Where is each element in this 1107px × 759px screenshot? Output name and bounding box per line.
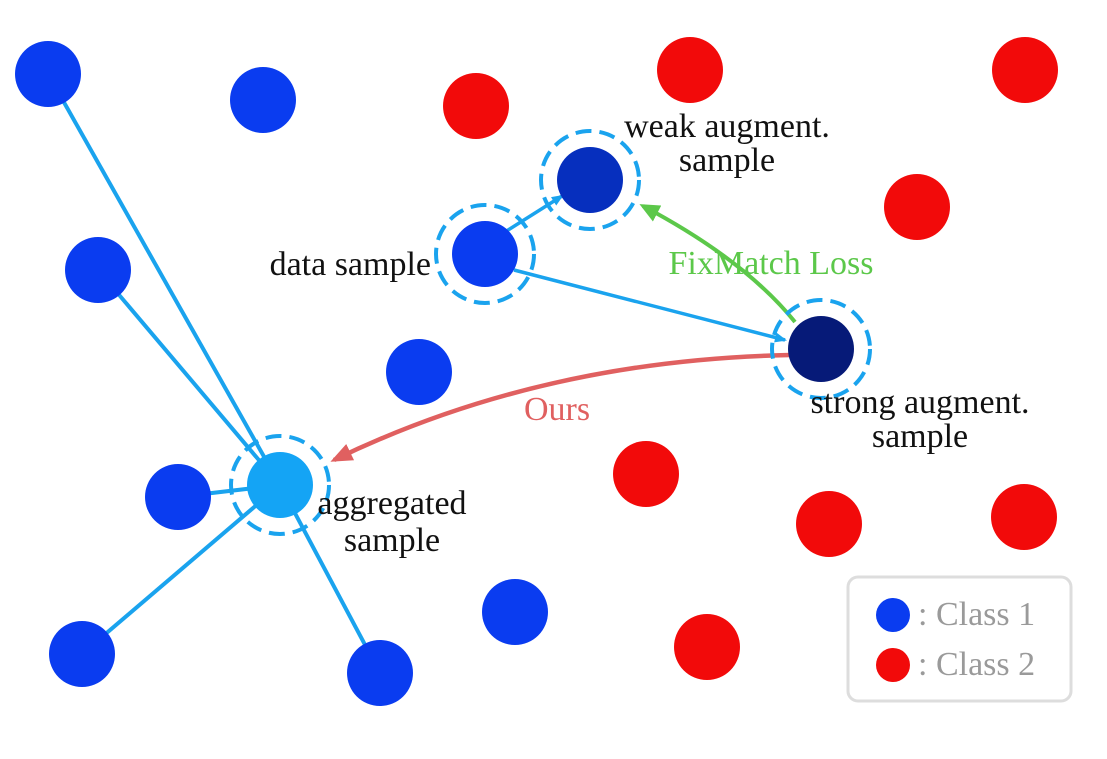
edge-mid-left	[96, 268, 282, 487]
legend-class1-label: : Class 1	[918, 596, 1035, 633]
aggregated-label-line1: aggregated	[317, 485, 466, 522]
class2-point	[796, 491, 862, 557]
class1-point	[15, 41, 81, 107]
class1-point	[386, 339, 452, 405]
class1-point	[347, 640, 413, 706]
strong-augment-ring	[770, 298, 872, 400]
data-sample-node	[434, 203, 536, 305]
class2-point	[674, 614, 740, 680]
class2-point	[657, 37, 723, 103]
class1-point	[145, 464, 211, 530]
aggregated-label-line2: sample	[344, 522, 440, 559]
strong-augment-dot	[788, 316, 854, 382]
class2-point	[443, 73, 509, 139]
class2-points	[443, 37, 1058, 680]
weak-augment-ring	[539, 129, 641, 231]
legend-class2-label: : Class 2	[918, 646, 1035, 683]
aggregated-ring	[229, 434, 331, 536]
class1-point	[49, 621, 115, 687]
data-sample-label: data sample	[270, 246, 431, 283]
weak-augment-label-line2: sample	[679, 142, 775, 179]
class1-point	[65, 237, 131, 303]
fixmatch-arrow	[639, 204, 797, 324]
class2-point	[884, 174, 950, 240]
aggregation-edges	[46, 73, 382, 674]
data-sample-ring	[434, 203, 536, 305]
strong-augment-node	[770, 298, 872, 400]
data-sample-dot	[452, 221, 518, 287]
edge-bottom-left	[80, 483, 282, 656]
legend: : Class 1 : Class 2	[846, 575, 1073, 703]
class1-points	[15, 41, 548, 706]
arrow-data-to-strong	[513, 268, 787, 343]
class2-point	[991, 484, 1057, 550]
edge-bottom	[278, 484, 382, 674]
aggregated-dot	[247, 452, 313, 518]
strong-augment-label-line2: sample	[872, 418, 968, 455]
legend-class2-swatch	[876, 648, 910, 682]
legend-class1-swatch	[876, 598, 910, 632]
class1-point	[230, 67, 296, 133]
edge-top-left	[46, 73, 282, 486]
ours-arrow	[330, 352, 791, 463]
weak-augment-dot	[557, 147, 623, 213]
weak-augment-label-line1: weak augment.	[624, 108, 830, 145]
ours-label: Ours	[524, 391, 590, 428]
fixmatch-loss-label: FixMatch Loss	[669, 245, 874, 282]
aggregated-node	[229, 434, 331, 536]
class1-point	[482, 579, 548, 645]
class2-point	[992, 37, 1058, 103]
arrow-data-to-weak	[504, 194, 564, 234]
strong-augment-label-line1: strong augment.	[810, 384, 1029, 421]
weak-augment-node	[539, 129, 641, 231]
class2-point	[613, 441, 679, 507]
